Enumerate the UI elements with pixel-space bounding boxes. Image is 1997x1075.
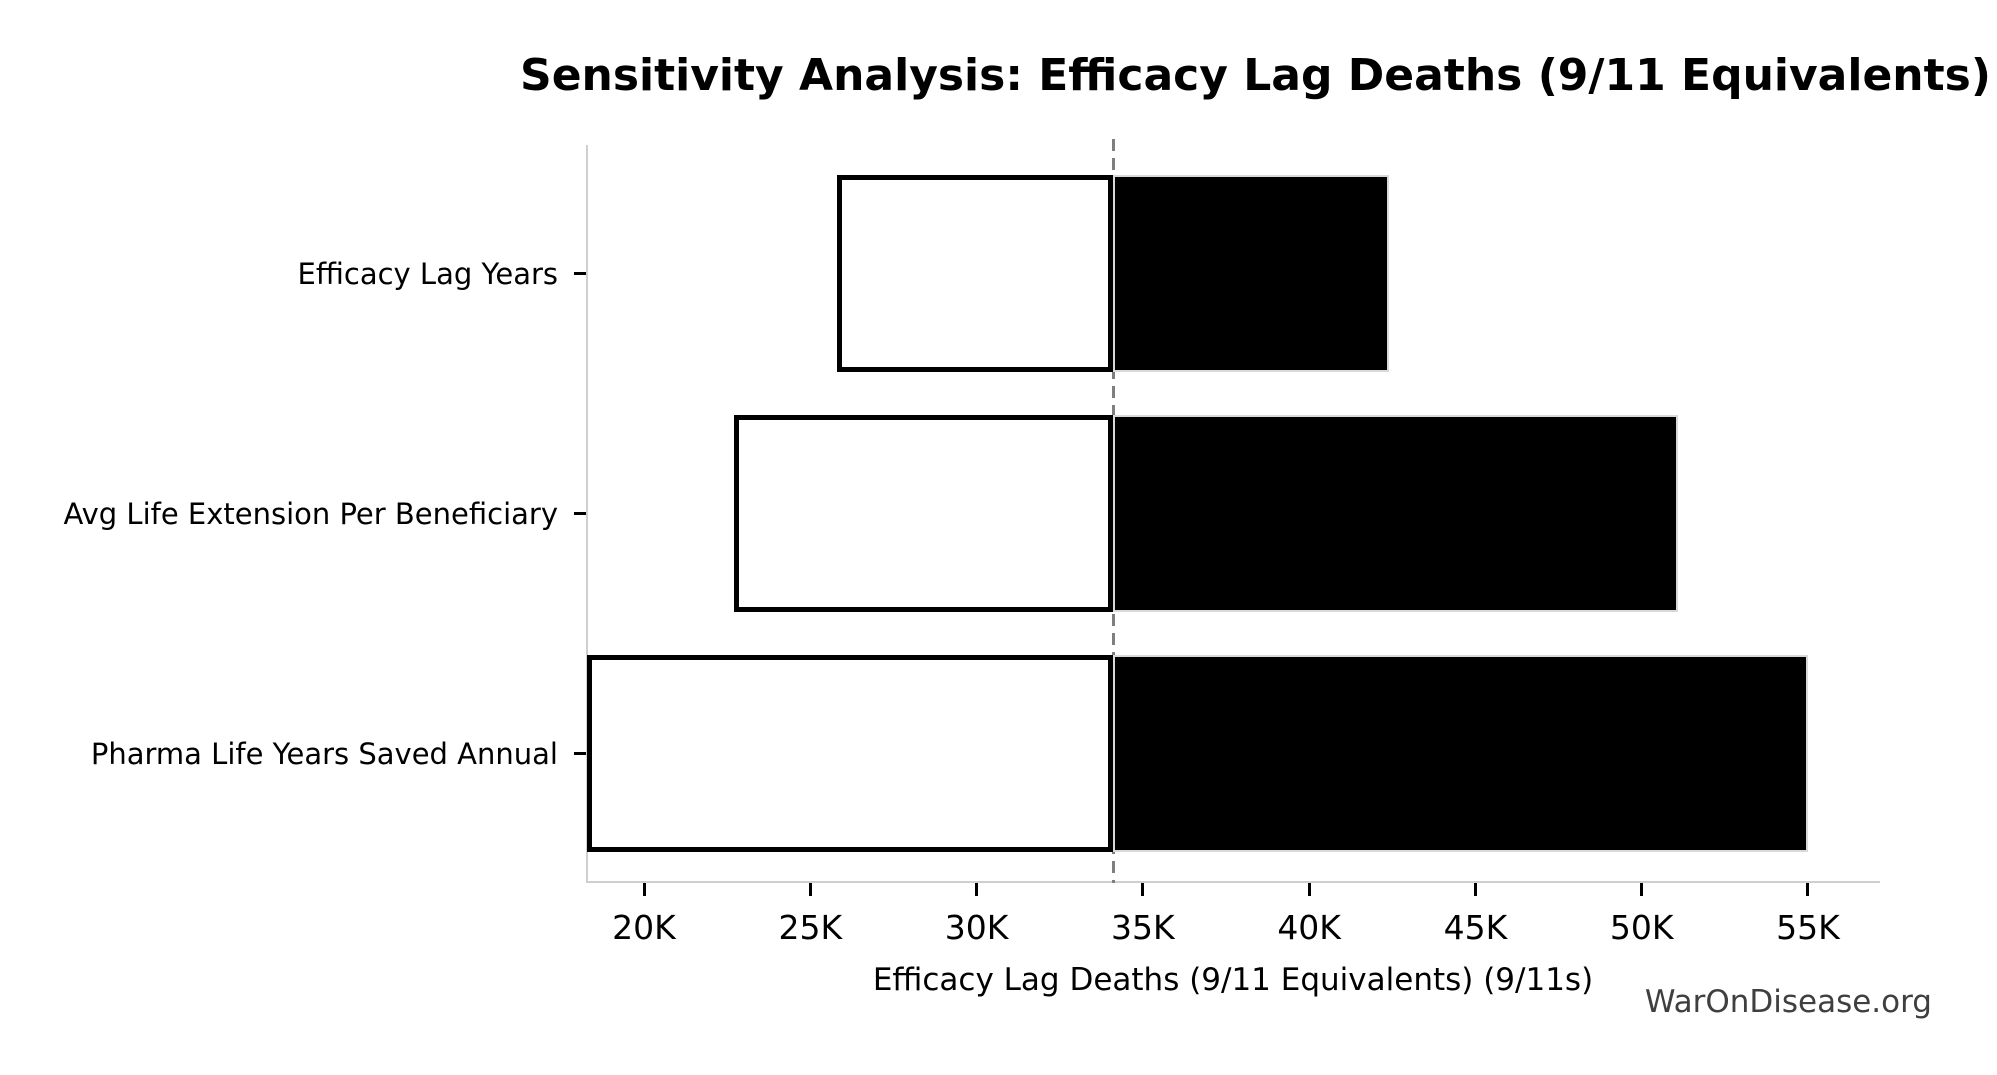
bar-high-2: [1112, 655, 1808, 852]
plot-area: 20K 25K 30K 35K 40K 45K 50K 55K: [574, 139, 1880, 947]
watermark-text: WarOnDisease.org: [1644, 984, 1932, 1020]
x-tick-mark-20K: [642, 883, 646, 896]
bar-low-1: [733, 415, 1113, 612]
y-category-label-2: Pharma Life Years Saved Annual: [90, 736, 558, 771]
y-tick-mark-1: [574, 512, 586, 515]
x-tick-mark-45K: [1473, 883, 1477, 896]
x-tick-label-30K: 30K: [944, 908, 1009, 947]
x-tick-label-40K: 40K: [1277, 908, 1341, 947]
x-tick-label-35K: 35K: [1111, 908, 1175, 947]
x-tick-label-20K: 20K: [612, 908, 676, 947]
bar-high-0: [1112, 175, 1389, 372]
y-tick-mark-0: [574, 272, 586, 275]
x-axis-title: Efficacy Lag Deaths (9/11 Equivalents) (…: [872, 962, 1594, 998]
x-tick-mark-55K: [1806, 883, 1810, 896]
x-tick-mark-35K: [1141, 883, 1145, 896]
bar-high-1: [1112, 415, 1679, 612]
x-tick-label-55K: 55K: [1776, 908, 1840, 947]
y-axis-line: [586, 145, 588, 883]
x-tick-label-45K: 45K: [1443, 908, 1508, 947]
x-tick-mark-25K: [808, 883, 812, 896]
x-tick-mark-40K: [1307, 883, 1311, 896]
y-category-label-1: Avg Life Extension Per Beneficiary: [63, 496, 558, 531]
x-tick-label-25K: 25K: [778, 908, 843, 947]
x-tick-mark-50K: [1640, 883, 1644, 896]
x-axis-line: [586, 881, 1880, 883]
x-tick-mark-30K: [975, 883, 979, 896]
y-tick-mark-2: [574, 752, 586, 755]
bar-low-2: [587, 655, 1113, 852]
x-tick-label-50K: 50K: [1609, 908, 1674, 947]
chart-title: Sensitivity Analysis: Efficacy Lag Death…: [520, 50, 1991, 101]
y-category-label-0: Efficacy Lag Years: [297, 256, 558, 291]
bar-low-0: [836, 175, 1113, 372]
